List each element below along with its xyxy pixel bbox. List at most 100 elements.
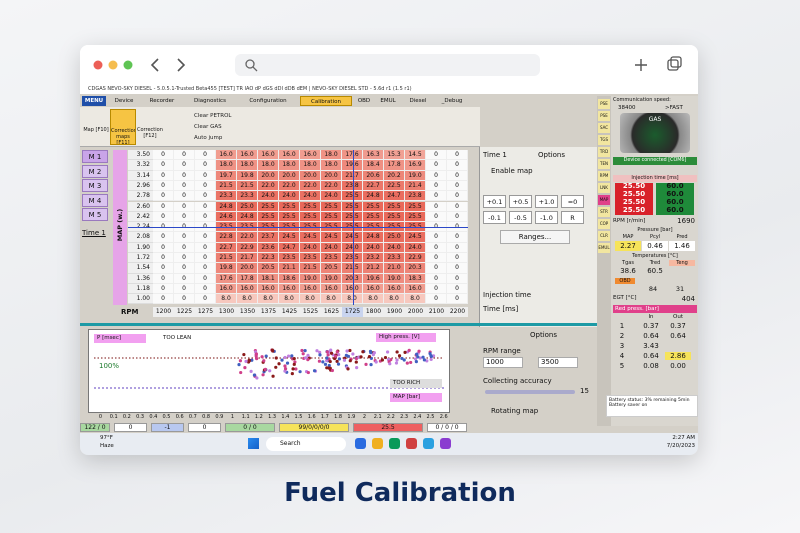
map-cell[interactable]: 0 [174, 150, 195, 161]
map-cell[interactable]: 22.0 [321, 180, 342, 192]
map-cell[interactable]: 0 [447, 180, 468, 192]
map-cell[interactable]: 0 [447, 232, 468, 243]
map-cell[interactable]: 0 [174, 283, 195, 295]
map-cell[interactable]: 25.5 [363, 222, 384, 233]
start-button[interactable] [248, 438, 259, 449]
map-cell[interactable]: 0 [174, 253, 195, 264]
map-cell[interactable]: 0 [195, 180, 216, 192]
map-cell[interactable]: 0 [426, 180, 447, 192]
map-cell[interactable]: 24.0 [258, 191, 279, 202]
map-cell[interactable]: 22.9 [237, 242, 258, 253]
map-cell[interactable]: 17.8 [384, 160, 405, 171]
map-cell[interactable]: 0 [447, 222, 468, 233]
toolbar-action[interactable]: Clear GAS [194, 124, 222, 130]
map-cell[interactable]: 0 [153, 160, 174, 171]
map-selector[interactable]: M 5 [82, 208, 108, 221]
sidebar-icon[interactable]: RPM [598, 171, 610, 181]
map-cell[interactable]: 8.0 [300, 294, 321, 305]
map-cell[interactable]: 17.6 [216, 273, 237, 284]
map-cell[interactable]: 25.5 [300, 222, 321, 233]
map-cell[interactable]: 24.0 [321, 191, 342, 202]
map-cell[interactable]: 0 [426, 283, 447, 295]
map-cell[interactable]: 0 [153, 242, 174, 253]
map-cell[interactable]: 23.3 [216, 191, 237, 202]
map-cell[interactable]: 0 [447, 170, 468, 181]
map-cell[interactable]: 25.5 [405, 211, 426, 223]
map-cell[interactable]: 0 [195, 211, 216, 223]
map-cell[interactable]: 23.5 [300, 253, 321, 264]
map-cell[interactable]: 24.5 [321, 232, 342, 243]
menu-tab[interactable]: EMUL [380, 98, 396, 104]
map-cell[interactable]: 21.5 [300, 263, 321, 274]
map-cell[interactable]: 25.5 [258, 222, 279, 233]
toolbar-button[interactable]: Corrections [F12] [137, 127, 163, 139]
map-cell[interactable]: 25.5 [300, 211, 321, 223]
sidebar-icon[interactable]: MAP [598, 195, 610, 205]
map-cell[interactable]: 0 [426, 253, 447, 264]
map-cell[interactable]: 0 [153, 283, 174, 295]
map-cell[interactable]: 22.3 [258, 253, 279, 264]
map-cell[interactable]: 24.0 [300, 191, 321, 202]
sidebar-icon[interactable]: STR [598, 207, 610, 217]
map-cell[interactable]: 25.5 [279, 211, 300, 223]
map-cell[interactable]: 0 [174, 263, 195, 274]
map-cell[interactable]: 25.5 [384, 222, 405, 233]
map-cell[interactable]: 23.5 [216, 222, 237, 233]
map-cell[interactable]: 0 [447, 273, 468, 284]
map-cell[interactable]: 15.3 [384, 150, 405, 161]
map-cell[interactable]: 8.0 [216, 294, 237, 305]
map-cell[interactable]: 25.5 [321, 201, 342, 212]
toolbar-action[interactable]: Auto jump [194, 135, 223, 141]
map-cell[interactable]: 0 [195, 273, 216, 284]
taskbar-icon[interactable] [372, 438, 383, 449]
map-cell[interactable]: 23.3 [237, 191, 258, 202]
map-cell[interactable]: 0 [447, 211, 468, 223]
menu-tab[interactable]: Configuration [249, 98, 287, 104]
map-cell[interactable]: 22.8 [216, 232, 237, 243]
adjust-button[interactable]: +1.0 [535, 195, 558, 208]
map-cell[interactable]: 16.0 [384, 283, 405, 295]
map-cell[interactable]: 22.5 [384, 180, 405, 192]
map-cell[interactable]: 25.5 [321, 222, 342, 233]
map-cell[interactable]: 0 [195, 242, 216, 253]
map-cell[interactable]: 0 [174, 222, 195, 233]
map-cell[interactable]: 20.0 [237, 263, 258, 274]
map-selector[interactable]: M 2 [82, 164, 108, 178]
map-cell[interactable]: 0 [153, 263, 174, 274]
map-cell[interactable]: 18.0 [300, 160, 321, 171]
map-cell[interactable]: 0 [426, 170, 447, 181]
map-cell[interactable]: 25.5 [405, 201, 426, 212]
map-cell[interactable]: 14.5 [405, 150, 426, 161]
map-cell[interactable]: 0 [447, 253, 468, 264]
map-cell[interactable]: 18.6 [279, 273, 300, 284]
menu-tab[interactable]: Recorder [149, 98, 175, 104]
taskbar-icon[interactable] [423, 438, 434, 449]
map-cell[interactable]: 0 [195, 150, 216, 161]
map-cell[interactable]: 20.0 [300, 170, 321, 181]
map-cell[interactable]: 23.6 [258, 242, 279, 253]
map-cell[interactable]: 22.0 [258, 180, 279, 192]
menu-tab[interactable]: MENU [82, 96, 106, 106]
map-cell[interactable]: 0 [447, 150, 468, 161]
rotating-checkbox[interactable]: Rotating map [491, 407, 539, 415]
sidebar-icon[interactable]: EMUL [598, 243, 610, 253]
map-cell[interactable]: 16.3 [363, 150, 384, 161]
map-cell[interactable]: 16.0 [363, 283, 384, 295]
map-cell[interactable]: 8.0 [363, 294, 384, 305]
map-cell[interactable]: 0 [174, 232, 195, 243]
map-cell[interactable]: 0 [174, 211, 195, 223]
map-cell[interactable]: 24.8 [237, 211, 258, 223]
options-button[interactable]: Options [538, 151, 566, 159]
map-cell[interactable]: 0 [153, 294, 174, 305]
map-cell[interactable]: 25.5 [258, 211, 279, 223]
rpm-from[interactable]: 1000 [483, 357, 523, 368]
map-cell[interactable]: 0 [195, 253, 216, 264]
map-cell[interactable]: 16.0 [300, 150, 321, 161]
map-cell[interactable]: 0 [447, 191, 468, 202]
map-cell[interactable]: 18.0 [321, 160, 342, 171]
time-link[interactable]: Time 1 [82, 229, 106, 237]
map-cell[interactable]: 0 [174, 180, 195, 192]
map-cell[interactable]: 18.3 [405, 273, 426, 284]
map-cell[interactable]: 21.7 [237, 253, 258, 264]
map-cell[interactable]: 8.0 [279, 294, 300, 305]
